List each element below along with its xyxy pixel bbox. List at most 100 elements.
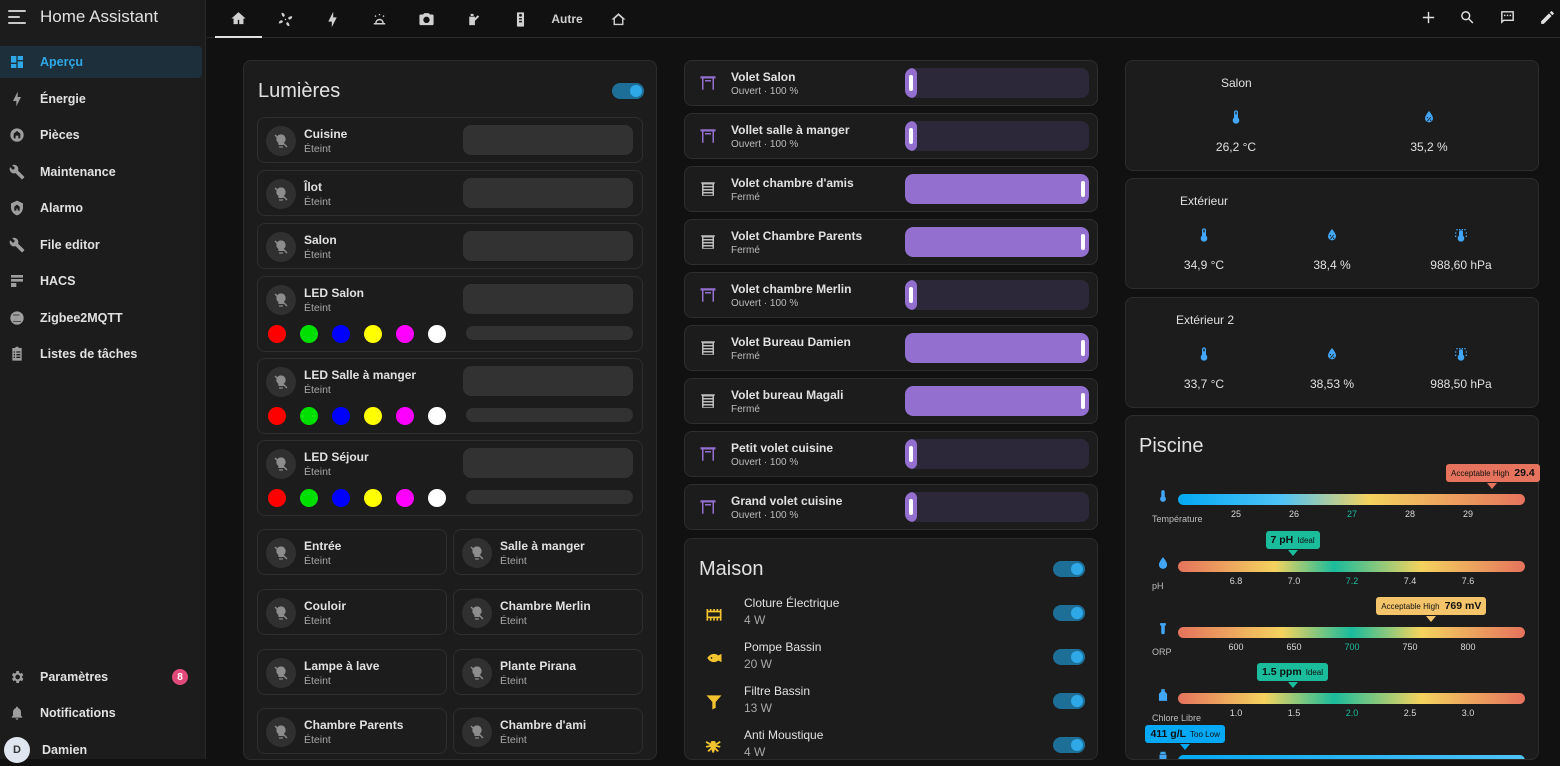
- color-preset-button[interactable]: [364, 407, 382, 425]
- lightbulb-off-icon[interactable]: [462, 717, 492, 747]
- mosquito-icon[interactable]: [700, 732, 728, 760]
- tab-remote[interactable]: [497, 0, 544, 38]
- color-preset-button[interactable]: [428, 325, 446, 343]
- color-preset-button[interactable]: [364, 325, 382, 343]
- color-preset-button[interactable]: [396, 489, 414, 507]
- color-temp-slider[interactable]: [466, 326, 633, 340]
- light-tile[interactable]: Cuisine Éteint: [257, 117, 643, 163]
- cover-position-slider[interactable]: [905, 174, 1089, 204]
- sensor-value[interactable]: 988,60 hPa: [1411, 226, 1511, 272]
- window-shutter-open-icon[interactable]: [699, 127, 717, 145]
- slider-handle[interactable]: [909, 446, 913, 462]
- cover-position-slider[interactable]: [905, 439, 1089, 469]
- slider-handle[interactable]: [909, 499, 913, 515]
- window-shutter-open-icon[interactable]: [699, 445, 717, 463]
- sensor-value[interactable]: 34,9 °C: [1154, 226, 1254, 272]
- slider-handle[interactable]: [1081, 393, 1085, 409]
- slider-handle[interactable]: [909, 75, 913, 91]
- search-button[interactable]: [1452, 0, 1482, 34]
- sensor-value[interactable]: 38,53 %: [1282, 345, 1382, 391]
- switch-toggle[interactable]: [1053, 649, 1085, 665]
- lightbulb-off-icon[interactable]: [266, 367, 296, 397]
- light-tile[interactable]: Plante Pirana Éteint: [453, 649, 643, 695]
- sidebar-item-listes-de-taches[interactable]: Listes de tâches: [0, 338, 202, 370]
- sidebar-item-hacs[interactable]: HACS: [0, 265, 202, 297]
- tab-autre[interactable]: Autre: [551, 12, 583, 26]
- light-tile[interactable]: Chambre Merlin Éteint: [453, 589, 643, 635]
- brightness-slider[interactable]: [463, 284, 633, 314]
- assist-button[interactable]: [1492, 0, 1522, 34]
- switch-toggle[interactable]: [1053, 737, 1085, 753]
- color-preset-button[interactable]: [428, 407, 446, 425]
- add-button[interactable]: [1413, 0, 1443, 34]
- lightbulb-off-icon[interactable]: [462, 538, 492, 568]
- color-preset-button[interactable]: [396, 407, 414, 425]
- slider-handle[interactable]: [1081, 181, 1085, 197]
- lights-master-toggle[interactable]: [612, 83, 644, 99]
- slider-handle[interactable]: [1081, 234, 1085, 250]
- sidebar-item-parametres[interactable]: Paramètres 8: [0, 661, 202, 693]
- tab-home[interactable]: [215, 0, 262, 38]
- cover-position-slider[interactable]: [905, 121, 1089, 151]
- slider-handle[interactable]: [909, 287, 913, 303]
- brightness-slider[interactable]: [463, 448, 633, 478]
- tab-energy[interactable]: [309, 0, 356, 38]
- sensor-value[interactable]: 33,7 °C: [1154, 345, 1254, 391]
- light-tile[interactable]: LED Salon Éteint: [257, 276, 643, 352]
- color-temp-slider[interactable]: [466, 408, 633, 422]
- sidebar-item-notifications[interactable]: Notifications: [0, 697, 202, 729]
- lightbulb-off-icon[interactable]: [266, 538, 296, 568]
- window-shutter-closed-icon[interactable]: [699, 180, 717, 198]
- cover-position-slider[interactable]: [905, 386, 1089, 416]
- lightbulb-off-icon[interactable]: [266, 598, 296, 628]
- light-tile[interactable]: Chambre Parents Éteint: [257, 708, 447, 754]
- color-preset-button[interactable]: [332, 325, 350, 343]
- tab-cameras[interactable]: [403, 0, 450, 38]
- sidebar-item-alarmo[interactable]: Alarmo: [0, 192, 202, 224]
- color-preset-button[interactable]: [300, 407, 318, 425]
- cover-position-slider[interactable]: [905, 68, 1089, 98]
- window-shutter-open-icon[interactable]: [699, 498, 717, 516]
- slider-handle[interactable]: [909, 128, 913, 144]
- sidebar-item-energie[interactable]: Énergie: [0, 83, 202, 115]
- cover-row[interactable]: Volet chambre d'amis Fermé: [684, 166, 1098, 212]
- window-shutter-open-icon[interactable]: [699, 286, 717, 304]
- brightness-slider[interactable]: [463, 366, 633, 396]
- lightbulb-off-icon[interactable]: [462, 658, 492, 688]
- brightness-slider[interactable]: [463, 178, 633, 208]
- color-preset-button[interactable]: [268, 325, 286, 343]
- tab-garden[interactable]: [450, 0, 497, 38]
- color-preset-button[interactable]: [396, 325, 414, 343]
- brightness-slider[interactable]: [463, 231, 633, 261]
- color-temp-slider[interactable]: [466, 490, 633, 504]
- sidebar-item-pieces[interactable]: Pièces: [0, 119, 202, 151]
- color-preset-button[interactable]: [428, 489, 446, 507]
- fence-electric-icon[interactable]: [700, 600, 728, 628]
- color-preset-button[interactable]: [268, 489, 286, 507]
- tab-climate[interactable]: [262, 0, 309, 38]
- lightbulb-off-icon[interactable]: [266, 232, 296, 262]
- cover-row[interactable]: Volet Bureau Damien Fermé: [684, 325, 1098, 371]
- sidebar-item-zigbee2mqtt[interactable]: Zigbee2MQTT: [0, 302, 202, 334]
- lightbulb-off-icon[interactable]: [266, 449, 296, 479]
- switch-toggle[interactable]: [1053, 693, 1085, 709]
- lightbulb-off-icon[interactable]: [266, 179, 296, 209]
- switch-toggle[interactable]: [1053, 605, 1085, 621]
- cover-row[interactable]: Volet Salon Ouvert · 100 %: [684, 60, 1098, 106]
- window-shutter-closed-icon[interactable]: [699, 339, 717, 357]
- sensor-value[interactable]: 988,50 hPa: [1411, 345, 1511, 391]
- maison-master-toggle[interactable]: [1053, 561, 1085, 577]
- light-tile[interactable]: Chambre d'ami Éteint: [453, 708, 643, 754]
- color-preset-button[interactable]: [364, 489, 382, 507]
- tab-house[interactable]: [595, 0, 642, 38]
- menu-icon[interactable]: [8, 10, 26, 24]
- light-tile[interactable]: Salon Éteint: [257, 223, 643, 269]
- sidebar-item-apercu[interactable]: Aperçu: [0, 46, 202, 78]
- cover-position-slider[interactable]: [905, 227, 1089, 257]
- lightbulb-off-icon[interactable]: [462, 598, 492, 628]
- cover-row[interactable]: Volet chambre Merlin Ouvert · 100 %: [684, 272, 1098, 318]
- light-tile[interactable]: Couloir Éteint: [257, 589, 447, 635]
- window-shutter-open-icon[interactable]: [699, 74, 717, 92]
- sensor-value[interactable]: 35,2 %: [1379, 108, 1479, 154]
- cover-row[interactable]: Volet bureau Magali Fermé: [684, 378, 1098, 424]
